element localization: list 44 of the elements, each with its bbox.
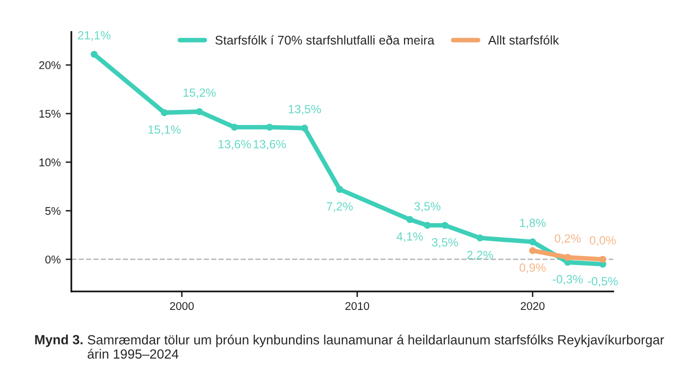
data-label: 0,0% xyxy=(590,236,616,246)
point xyxy=(599,256,606,263)
point xyxy=(230,124,238,131)
data-label: 13,6% xyxy=(218,140,251,150)
data-label: 13,5% xyxy=(288,104,321,115)
point xyxy=(564,254,572,261)
data-label: 13,6% xyxy=(254,140,286,150)
x-tick-label: 2020 xyxy=(520,302,545,310)
point xyxy=(196,108,203,116)
data-label: 0,2% xyxy=(554,234,581,244)
text: Samræmdar tölur um þróun kynbundins launamunar á heildarlaunum starfsfólks Reykjavíkurborgar árin 1995–2024 xyxy=(88,334,664,359)
legend-label: Starfsfólk í 70% starfshlutfalli eða meira xyxy=(215,35,434,45)
data-label: 2,2% xyxy=(467,250,494,261)
y-tick-label: 5% xyxy=(45,207,61,215)
point xyxy=(476,234,484,242)
data-label: -0,3% xyxy=(552,275,583,285)
point xyxy=(424,222,431,229)
y-tick-label: 10% xyxy=(40,158,61,166)
data-label: 3,5% xyxy=(414,202,440,212)
point xyxy=(266,124,273,131)
data-label: 15,2% xyxy=(184,88,216,98)
data-label: 4,1% xyxy=(396,232,423,242)
legend-label: Allt starfsfólk xyxy=(488,35,559,45)
point xyxy=(529,247,536,254)
y-tick-label: 15% xyxy=(40,110,61,118)
point xyxy=(529,238,536,246)
data-label: 1,8% xyxy=(520,218,546,228)
point xyxy=(336,186,344,193)
point xyxy=(160,109,168,116)
data-label: 15,1% xyxy=(148,125,181,136)
x-tick-label: 2010 xyxy=(345,302,370,310)
point xyxy=(406,216,414,223)
y-tick-label: 20% xyxy=(39,61,61,70)
data-label: 7,2% xyxy=(326,202,353,212)
data-label: -0,5% xyxy=(588,277,618,287)
text: Mynd 3. xyxy=(35,334,83,347)
point xyxy=(301,124,308,132)
point xyxy=(441,222,448,229)
y-tick-label: 0% xyxy=(45,256,61,264)
data-label: 3,5% xyxy=(432,238,458,248)
data-label: 0,9% xyxy=(520,263,546,274)
x-tick-label: 2000 xyxy=(170,302,194,310)
data-label: 21,1% xyxy=(78,31,110,41)
point xyxy=(90,50,98,58)
